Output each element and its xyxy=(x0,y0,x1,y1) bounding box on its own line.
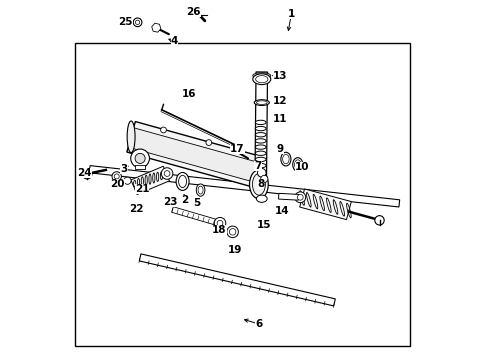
Ellipse shape xyxy=(292,158,302,171)
Circle shape xyxy=(133,18,142,27)
Text: 19: 19 xyxy=(228,245,242,255)
Polygon shape xyxy=(171,207,220,226)
Text: 18: 18 xyxy=(212,225,226,235)
Text: 15: 15 xyxy=(257,220,271,230)
Ellipse shape xyxy=(255,76,267,83)
Circle shape xyxy=(123,177,131,184)
Ellipse shape xyxy=(198,186,203,194)
Polygon shape xyxy=(134,165,145,169)
Text: 3: 3 xyxy=(120,164,127,174)
Circle shape xyxy=(226,226,238,238)
Polygon shape xyxy=(139,254,335,306)
Text: 5: 5 xyxy=(193,198,200,208)
Ellipse shape xyxy=(252,174,265,195)
Circle shape xyxy=(229,229,235,235)
Ellipse shape xyxy=(176,172,189,190)
Circle shape xyxy=(161,168,172,179)
Polygon shape xyxy=(131,166,169,194)
Ellipse shape xyxy=(255,163,265,168)
Ellipse shape xyxy=(255,139,265,143)
Text: 22: 22 xyxy=(129,204,143,214)
Text: 17: 17 xyxy=(229,144,244,154)
Circle shape xyxy=(135,153,145,163)
Text: 6: 6 xyxy=(255,319,262,329)
Ellipse shape xyxy=(252,73,270,78)
Ellipse shape xyxy=(196,184,204,196)
Ellipse shape xyxy=(256,157,264,189)
Bar xyxy=(75,43,409,346)
Text: 4: 4 xyxy=(170,36,178,46)
Polygon shape xyxy=(254,72,267,184)
Text: 9: 9 xyxy=(276,144,284,154)
Ellipse shape xyxy=(249,170,268,199)
Text: 24: 24 xyxy=(77,168,91,178)
Circle shape xyxy=(135,20,140,24)
Circle shape xyxy=(374,216,384,225)
Ellipse shape xyxy=(255,151,265,156)
Text: 12: 12 xyxy=(272,96,286,106)
Text: 16: 16 xyxy=(181,89,196,99)
Circle shape xyxy=(294,192,305,203)
Polygon shape xyxy=(299,189,350,220)
Circle shape xyxy=(214,217,225,229)
Text: 2: 2 xyxy=(181,195,188,205)
Ellipse shape xyxy=(282,154,288,164)
Circle shape xyxy=(82,170,92,179)
Ellipse shape xyxy=(254,100,269,105)
Circle shape xyxy=(257,168,265,177)
Polygon shape xyxy=(89,166,399,207)
Ellipse shape xyxy=(255,132,265,137)
Ellipse shape xyxy=(256,101,266,104)
Ellipse shape xyxy=(256,195,266,202)
Text: 20: 20 xyxy=(110,179,125,189)
Text: 7: 7 xyxy=(254,161,262,171)
Circle shape xyxy=(205,140,211,145)
Ellipse shape xyxy=(252,74,270,85)
Text: 8: 8 xyxy=(257,179,264,189)
Text: 11: 11 xyxy=(272,114,286,124)
Ellipse shape xyxy=(255,126,265,131)
Text: 25: 25 xyxy=(118,17,133,27)
Ellipse shape xyxy=(255,145,265,149)
Text: 23: 23 xyxy=(163,197,178,207)
Polygon shape xyxy=(126,122,264,188)
Circle shape xyxy=(160,127,166,133)
Text: 21: 21 xyxy=(134,184,149,194)
Circle shape xyxy=(217,220,223,226)
Circle shape xyxy=(130,149,149,168)
Ellipse shape xyxy=(255,120,265,125)
Polygon shape xyxy=(278,193,298,200)
Circle shape xyxy=(114,174,119,179)
Text: 26: 26 xyxy=(186,6,200,17)
Ellipse shape xyxy=(127,121,135,153)
Circle shape xyxy=(297,194,303,200)
Circle shape xyxy=(164,171,170,176)
Circle shape xyxy=(260,175,267,183)
Ellipse shape xyxy=(255,157,265,162)
Ellipse shape xyxy=(294,160,301,169)
Ellipse shape xyxy=(178,175,186,188)
Text: 10: 10 xyxy=(294,162,309,172)
Polygon shape xyxy=(128,128,263,183)
Text: 13: 13 xyxy=(272,71,286,81)
Text: 1: 1 xyxy=(287,9,294,19)
Text: 14: 14 xyxy=(274,206,289,216)
Ellipse shape xyxy=(280,152,290,166)
Circle shape xyxy=(112,172,121,181)
